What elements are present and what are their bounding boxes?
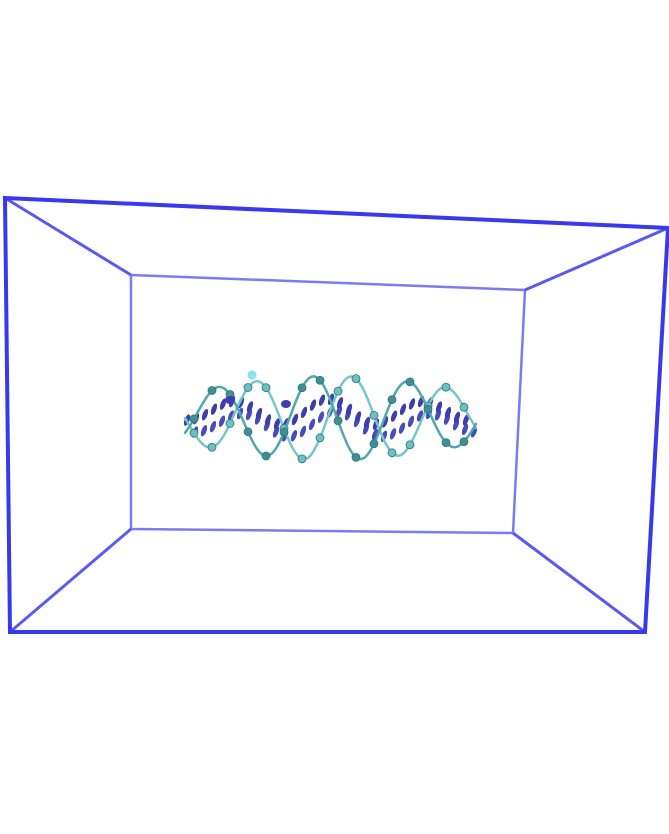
base [416,410,424,422]
base [399,403,407,416]
box-edge [512,531,646,634]
sugar [405,377,415,387]
sugar [189,428,199,438]
sugar [351,452,361,462]
molecule [183,370,478,464]
base [336,397,344,409]
sugar [297,383,307,393]
sugar [261,383,271,393]
base [453,411,461,424]
sugar [333,416,343,426]
base [345,403,353,416]
sugar [459,437,469,447]
base [461,423,469,436]
sugar [405,440,415,450]
base [272,426,280,438]
base [390,410,398,422]
base [407,415,415,428]
base [290,430,298,442]
box-edge [9,527,132,634]
sugar [247,370,257,380]
base [225,396,235,404]
sugar [261,451,271,461]
sugar [387,448,397,458]
base [201,408,209,421]
base [434,409,442,421]
base [381,416,389,428]
base [273,418,281,430]
sugar [441,438,451,448]
base [398,422,406,434]
sugar [207,386,217,395]
sugar [333,386,343,396]
sugar [441,382,451,392]
base [435,401,443,413]
base [209,420,217,433]
sugar [243,383,253,392]
base [308,418,316,431]
sugar [207,442,217,452]
base [264,414,272,426]
base [335,405,343,417]
sugar [423,404,433,414]
sugar [369,410,379,420]
base [371,428,379,441]
base [317,411,325,423]
sugar [189,414,199,424]
sugar [315,375,325,385]
base [245,408,253,421]
base [218,415,226,427]
base [354,411,362,423]
sugar [225,419,235,428]
base [291,413,299,426]
sugar [315,433,325,443]
base [462,414,470,426]
sugar [369,439,379,449]
base [452,418,460,431]
sugar [351,374,361,384]
sugar [387,395,397,405]
base [309,399,317,411]
box-edge [524,226,669,292]
base [255,407,263,420]
sugar [459,402,469,412]
base [318,394,326,406]
base [300,406,308,419]
sugar [279,427,289,437]
base [363,416,371,429]
box-front-face [2,195,669,634]
base [210,403,218,415]
base [246,401,254,413]
base [200,425,208,437]
sugar [243,427,253,437]
base [389,428,397,440]
sugar [297,454,307,464]
base [227,410,235,422]
box-edge [4,196,132,277]
base [299,425,307,438]
base [219,398,227,410]
base [281,400,291,408]
base [444,406,452,419]
base [408,398,416,410]
